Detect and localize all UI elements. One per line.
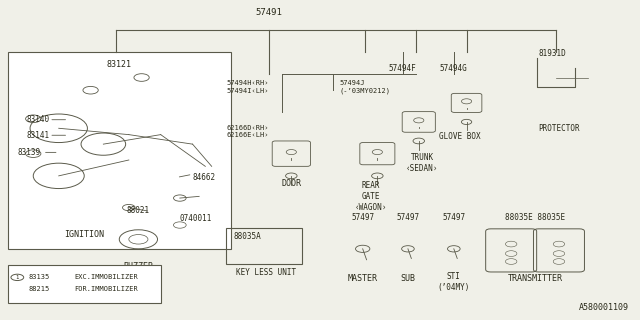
Text: 83135: 83135 — [29, 274, 51, 280]
Text: 57497: 57497 — [396, 212, 419, 222]
Text: 57494H‹RH›
57494I‹LH›: 57494H‹RH› 57494I‹LH› — [227, 80, 269, 94]
Bar — [8, 265, 161, 303]
Text: 57494F: 57494F — [389, 63, 417, 73]
Text: SUB: SUB — [401, 275, 415, 284]
Text: 83141: 83141 — [27, 131, 50, 140]
Text: GLOVE BOX: GLOVE BOX — [440, 132, 481, 141]
Text: 83140: 83140 — [27, 115, 50, 124]
Text: 62166D‹RH›
62166E‹LH›: 62166D‹RH› 62166E‹LH› — [227, 125, 269, 138]
Text: 83121: 83121 — [107, 60, 132, 69]
Text: STI
(’04MY): STI (’04MY) — [438, 272, 470, 292]
Text: BUZZER: BUZZER — [124, 262, 154, 271]
Text: EXC.IMMOBILIZER: EXC.IMMOBILIZER — [75, 274, 138, 280]
Text: 88035E 88035E: 88035E 88035E — [506, 212, 566, 222]
Text: 81931D: 81931D — [539, 49, 566, 58]
Text: TRANSMITTER: TRANSMITTER — [508, 275, 563, 284]
Text: A580001109: A580001109 — [579, 303, 629, 312]
Text: 57497: 57497 — [442, 212, 465, 222]
Text: 84662: 84662 — [193, 173, 216, 182]
Text: 88035A: 88035A — [234, 232, 262, 241]
Text: DOOR: DOOR — [282, 179, 301, 188]
Text: REAR
GATE
‹WAGON›: REAR GATE ‹WAGON› — [355, 181, 387, 212]
Text: 88215: 88215 — [29, 286, 51, 292]
Text: 83139: 83139 — [17, 148, 40, 157]
Text: MASTER: MASTER — [348, 275, 378, 284]
Text: KEY LESS UNIT: KEY LESS UNIT — [236, 268, 296, 277]
Text: 0740011: 0740011 — [180, 214, 212, 223]
Text: 1: 1 — [15, 275, 19, 280]
Text: TRUNK
‹SEDAN›: TRUNK ‹SEDAN› — [406, 153, 438, 173]
Text: 57494J
(-’03MY0212): 57494J (-’03MY0212) — [339, 80, 390, 94]
Text: 88021: 88021 — [127, 206, 150, 215]
Text: 57494G: 57494G — [440, 63, 468, 73]
Text: FOR.IMMOBILIZER: FOR.IMMOBILIZER — [75, 286, 138, 292]
Text: PROTECTOR: PROTECTOR — [538, 124, 580, 133]
Text: IGNITION: IGNITION — [64, 230, 104, 239]
Bar — [8, 52, 231, 249]
Text: 57491: 57491 — [255, 8, 282, 17]
Text: 57497: 57497 — [351, 212, 374, 222]
